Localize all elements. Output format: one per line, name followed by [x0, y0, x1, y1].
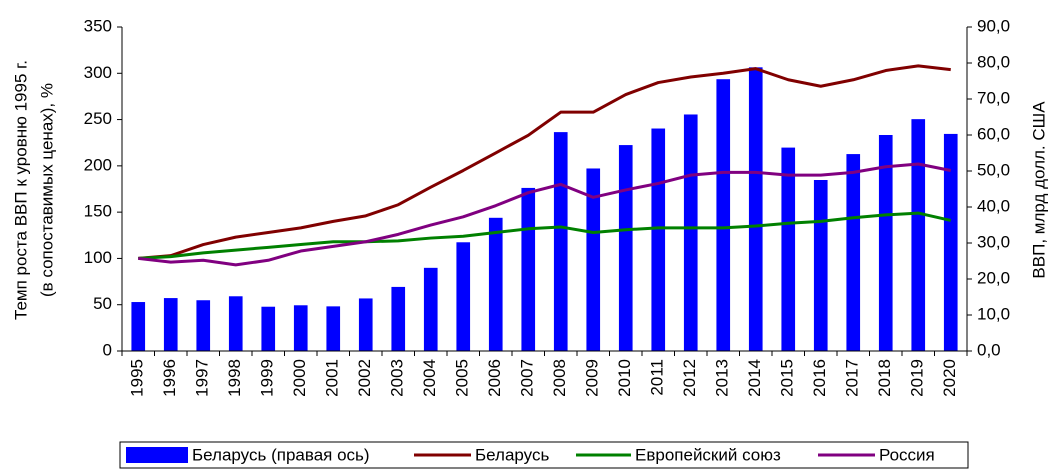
bar [781, 147, 796, 351]
bar [943, 133, 958, 351]
bar [261, 306, 276, 351]
y2-tick-label: 20,0 [977, 268, 1010, 287]
line [138, 64, 951, 260]
line [138, 211, 952, 260]
bar [391, 286, 406, 351]
bar [163, 298, 178, 351]
x-tick-label: 1995 [128, 359, 147, 397]
bar [748, 67, 763, 351]
bar [228, 296, 243, 351]
x-tick-label: 2017 [843, 359, 862, 397]
x-tick-label: 1998 [225, 359, 244, 397]
bar [878, 135, 893, 351]
y-tick-label: 200 [84, 155, 112, 174]
y2-tick-label: 30,0 [977, 232, 1010, 251]
y2-axis-title: ВВП, млрд долл. США [1029, 101, 1048, 279]
bar [196, 300, 211, 351]
y2-tick-label: 40,0 [977, 196, 1010, 215]
x-tick-label: 2006 [485, 359, 504, 397]
x-tick-label: 2004 [420, 359, 439, 397]
y2-tick-label: 50,0 [977, 160, 1010, 179]
y2-tick-label: 0,0 [977, 340, 1001, 359]
legend-label: Европейский союз [635, 445, 781, 464]
x-tick-label: 2016 [810, 359, 829, 397]
x-tick-label: 2007 [518, 359, 537, 397]
x-tick-label: 2014 [745, 359, 764, 397]
bar [326, 306, 341, 351]
y2-tick-label: 10,0 [977, 304, 1010, 323]
bar [716, 79, 731, 351]
x-tick-label: 2008 [550, 359, 569, 397]
y-tick-label: 0 [103, 340, 112, 359]
y-tick-label: 300 [84, 63, 112, 82]
x-tick-label: 2010 [615, 359, 634, 397]
legend-label: Беларусь (правая ось) [192, 445, 370, 464]
x-tick-label: 2020 [940, 359, 959, 397]
bar [911, 119, 926, 351]
bar [488, 217, 503, 351]
legend-swatch [126, 447, 188, 463]
x-tick-label: 2000 [290, 359, 309, 397]
bar [813, 180, 828, 351]
bar [586, 168, 601, 351]
y-tick-label: 100 [84, 248, 112, 267]
y2-tick-label: 60,0 [977, 124, 1010, 143]
y-tick-label: 350 [84, 16, 112, 35]
x-tick-label: 2002 [355, 359, 374, 397]
x-tick-label: 2005 [453, 359, 472, 397]
bar [846, 154, 861, 351]
bar [618, 145, 633, 351]
y-tick-label: 250 [84, 109, 112, 128]
x-tick-label: 2012 [680, 359, 699, 397]
y2-tick-label: 80,0 [977, 52, 1010, 71]
bar [358, 298, 373, 351]
y-axis-title: (в сопоставимых ценах), % [37, 83, 56, 297]
bar [683, 114, 698, 351]
legend-label: Россия [879, 445, 935, 464]
x-tick-label: 1996 [160, 359, 179, 397]
x-tick-label: 2003 [388, 359, 407, 397]
x-tick-label: 2009 [583, 359, 602, 397]
y-tick-label: 150 [84, 202, 112, 221]
x-tick-label: 2013 [713, 359, 732, 397]
y2-tick-label: 90,0 [977, 16, 1010, 35]
x-tick-label: 2011 [648, 359, 667, 396]
bar [553, 132, 568, 351]
x-tick-label: 2001 [323, 359, 342, 397]
x-tick-label: 2015 [778, 359, 797, 397]
bar [521, 187, 536, 351]
x-tick-label: 2018 [875, 359, 894, 397]
y-axis-title: Темп роста ВВП к уровню 1995 г. [11, 60, 30, 320]
x-tick-label: 1997 [193, 359, 212, 397]
bar [293, 305, 308, 351]
x-tick-label: 2019 [908, 359, 927, 397]
line [138, 162, 952, 267]
legend-label: Беларусь [475, 445, 549, 464]
bar [456, 242, 471, 351]
y-tick-label: 50 [93, 294, 112, 313]
y2-tick-label: 70,0 [977, 88, 1010, 107]
x-tick-label: 1999 [258, 359, 277, 397]
bar [131, 302, 146, 351]
bar [651, 128, 666, 351]
bar [423, 267, 438, 351]
